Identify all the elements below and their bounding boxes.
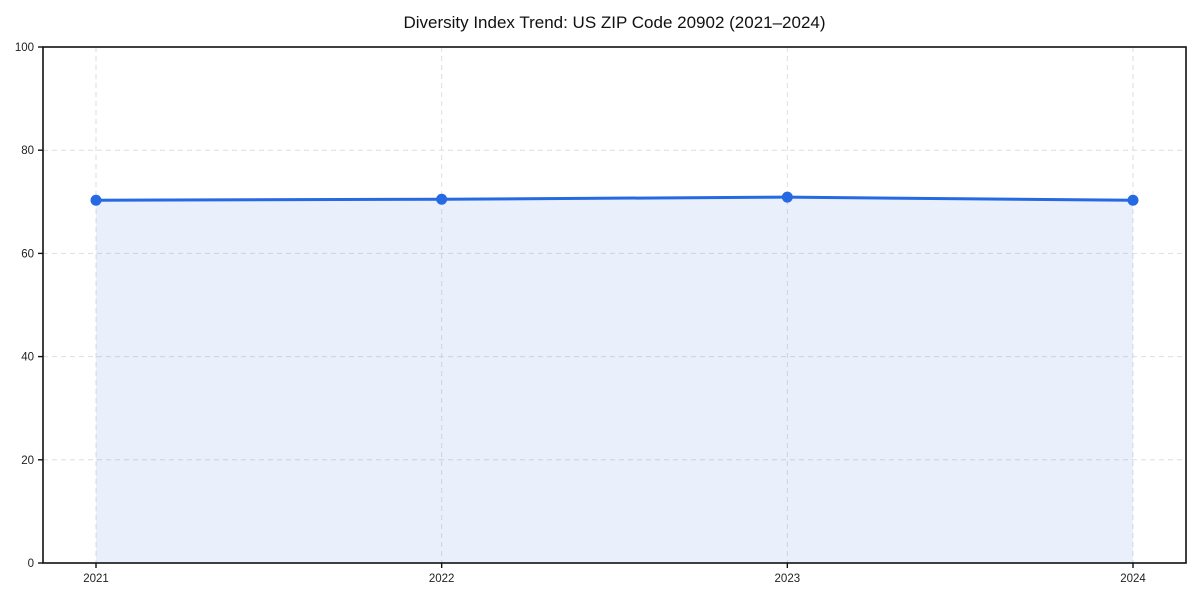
- x-tick-label: 2022: [429, 573, 455, 585]
- y-tick-label: 100: [15, 42, 34, 54]
- plot-border: [42, 46, 1187, 564]
- y-tick-label: 40: [21, 352, 34, 364]
- x-tick-label: 2023: [775, 573, 801, 585]
- y-tick-label: 60: [21, 248, 34, 260]
- y-tick-label: 0: [28, 558, 34, 570]
- area-fill: [96, 197, 1133, 563]
- data-point-2022: [436, 193, 448, 205]
- data-point-2024: [1127, 194, 1139, 206]
- chart-title: Diversity Index Trend: US ZIP Code 20902…: [403, 13, 826, 32]
- y-tick-label: 20: [21, 455, 34, 467]
- trend-line: [94, 195, 1135, 202]
- y-tick-label: 80: [21, 145, 34, 157]
- data-point-2021: [90, 194, 102, 206]
- x-tick-label: 2021: [83, 573, 109, 585]
- x-tick-label: 2024: [1120, 573, 1146, 585]
- data-point-2023: [781, 191, 793, 203]
